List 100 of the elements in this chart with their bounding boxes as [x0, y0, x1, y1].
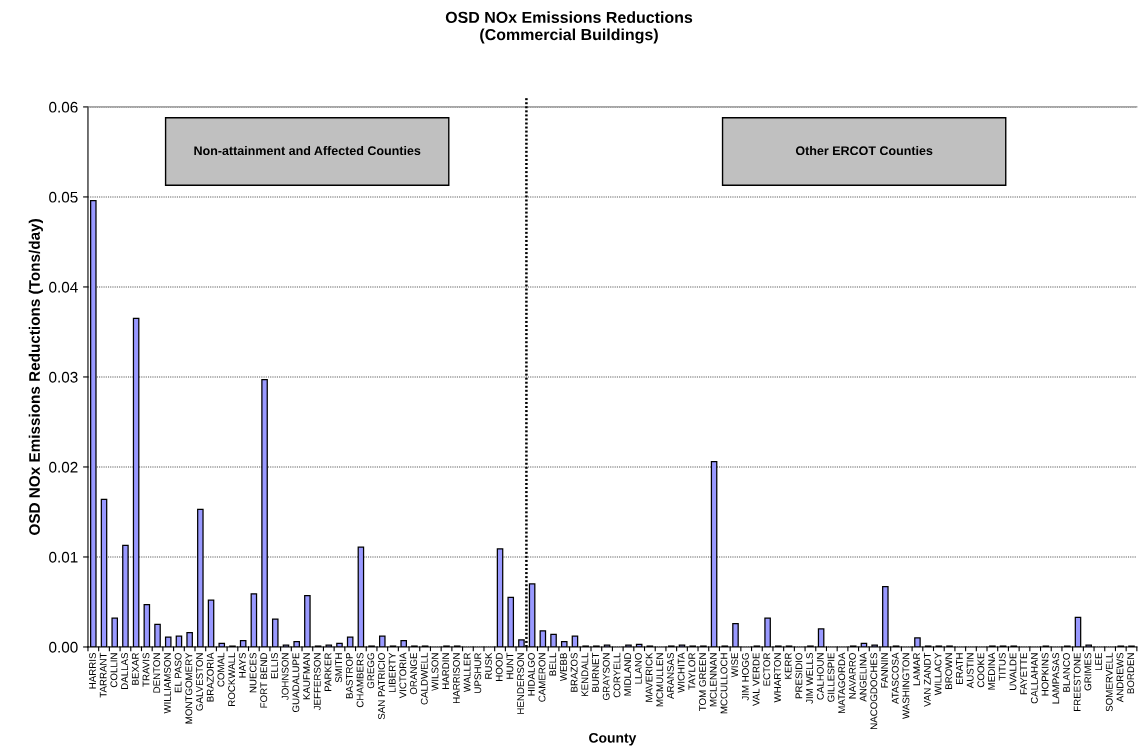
x-tick-label: WHARTON — [774, 653, 781, 703]
x-tick-label: BURNET — [592, 652, 599, 692]
x-tick-label: VICTORIA — [399, 652, 407, 699]
x-tick-label: LIBERTY — [388, 652, 396, 693]
x-tick-label: WILLACY — [934, 652, 942, 696]
x-tick-label: UVALDE — [1009, 652, 1017, 690]
x-tick-label: JEFFERSON — [313, 653, 321, 711]
x-tick-label: WILSON — [431, 653, 439, 691]
annotation: Other ERCOT Counties — [795, 145, 933, 156]
x-tick-label: MAVERICK — [645, 652, 653, 702]
x-tick-label: FANNIN — [881, 653, 888, 688]
x-tick-label: BRAZOS — [570, 652, 578, 692]
x-tick-label: KENDALL — [581, 652, 589, 697]
x-tick-label: CHAMBERS — [356, 652, 364, 708]
x-tick-label: COOKE — [977, 652, 985, 688]
x-tick-label: HIDALGO — [527, 653, 535, 696]
x-tick-label: HUNT — [506, 652, 514, 679]
x-tick-label: GRIMES — [1084, 652, 1092, 691]
x-tick-label: COLLIN — [110, 653, 118, 688]
x-tick-label: FORT BEND — [260, 653, 268, 708]
y-tick-label: 0.02 — [49, 461, 78, 473]
x-axis-title: County — [589, 732, 637, 746]
x-tick-label: TOM GREEN — [699, 653, 706, 712]
x-tick-label: JIM WELLS — [806, 652, 814, 704]
x-tick-label: ECTOR — [763, 652, 771, 686]
y-tick-label: 0.06 — [49, 101, 78, 113]
x-tick-label: ANGELINA — [859, 652, 867, 702]
x-tick-label: CALDWELL — [420, 652, 428, 705]
x-tick-label: HARRIS — [89, 652, 96, 689]
x-tick-label: TITUS — [998, 652, 1006, 681]
x-tick-label: KAUFMAN — [303, 653, 310, 700]
x-tick-label: BORDEN — [1127, 653, 1135, 694]
x-tick-label: ATASCOSA — [891, 652, 899, 705]
x-tick-label: KERR — [784, 652, 792, 679]
x-tick-label: COMAL — [217, 652, 225, 687]
x-tick-label: ARANSAS — [667, 652, 674, 699]
x-tick-label: NUECES — [249, 652, 257, 693]
y-tick-label: 0.03 — [49, 371, 78, 383]
x-tick-label: GILLESPIE — [827, 652, 835, 702]
y-tick-label: 0.04 — [49, 281, 78, 293]
x-tick-label: MCCULLOCH — [720, 653, 728, 714]
x-tick-label: HOPKINS — [1041, 652, 1049, 696]
x-tick-label: BRAZORIA — [206, 652, 214, 702]
x-tick-label: WICHITA — [677, 652, 685, 693]
x-tick-label: JOHNSON — [281, 653, 289, 700]
x-tick-label: GUADALUPE — [292, 652, 300, 713]
y-tick-label: 0.01 — [49, 551, 78, 563]
x-tick-label: GREGG — [367, 653, 375, 689]
x-tick-label: DALLAS — [121, 652, 129, 690]
x-tick-label: EL PASO — [174, 653, 182, 693]
x-tick-label: HENDERSON — [517, 653, 525, 714]
x-tick-label: GRAYSON — [602, 653, 610, 700]
x-tick-label: SOMERVELL — [1105, 652, 1113, 712]
x-tick-label: MCMULLEN — [656, 653, 664, 707]
x-tick-label: LAMPASAS — [1052, 652, 1060, 704]
x-tick-label: TARRANT — [99, 652, 107, 698]
x-tick-label: RUSK — [485, 652, 492, 679]
x-tick-label: CALHOUN — [816, 653, 824, 700]
y-tick-label: 0.00 — [49, 641, 78, 653]
x-tick-label: MATAGORDA — [838, 652, 846, 713]
x-tick-label: NAVARRO — [848, 653, 856, 699]
x-tick-label: WISE — [731, 652, 739, 678]
x-tick-label: PARKER — [324, 652, 332, 691]
x-tick-label: SMITH — [335, 653, 343, 683]
x-tick-label: ANDREWS — [1116, 652, 1124, 703]
x-tick-label: PRESIDIO — [795, 653, 803, 699]
x-tick-label: WILLIAMSON — [163, 653, 171, 714]
x-tick-label: ERATH — [956, 653, 963, 684]
x-tick-label: HAYS — [238, 652, 246, 678]
x-tick-label: BEXAR — [131, 652, 139, 685]
x-tick-label: HARRISON — [452, 653, 460, 704]
x-tick-label: ORANGE — [410, 652, 418, 695]
x-tick-label: CORYELL — [613, 652, 621, 698]
chart-title: OSD NOx Emissions Reductions (Commercial Buildings) — [445, 11, 693, 44]
x-tick-label: ROCKWALL — [228, 652, 236, 706]
x-tick-label: LEE — [1095, 652, 1102, 671]
x-tick-label: FREESTONE — [1073, 652, 1081, 711]
x-tick-label: WEBB — [560, 653, 567, 682]
x-tick-label: TAYLOR — [688, 652, 696, 690]
x-tick-label: NACOGDOCHES — [870, 652, 878, 729]
x-tick-label: TRAVIS — [142, 652, 150, 687]
x-tick-label: VAN ZANDT — [923, 652, 931, 707]
x-tick-label: UPSHUR — [474, 652, 482, 693]
x-tick-label: HOOD — [495, 653, 503, 681]
x-tick-label: MCLENNAN — [709, 653, 717, 707]
x-tick-label: SAN PATRICIO — [378, 653, 385, 720]
y-tick-label: 0.05 — [49, 191, 78, 203]
y-axis-title: OSD NOx Emissions Reductions (Tons/day) — [28, 219, 43, 535]
x-tick-label: LLANO — [634, 653, 642, 684]
x-tick-label: BROWN — [945, 653, 953, 689]
x-tick-label: WASHINGTON — [902, 653, 910, 719]
x-tick-label: CAMERON — [538, 653, 546, 702]
x-tick-label: BASTROP — [345, 653, 353, 699]
x-tick-label: ELLIS — [271, 652, 278, 679]
x-tick-label: MONTGOMERY — [185, 652, 193, 724]
x-tick-label: MIDLAND — [624, 653, 631, 696]
x-tick-label: BLANCO — [1063, 653, 1070, 692]
x-tick-label: LAMAR — [913, 652, 920, 686]
x-tick-label: JIM HOGG — [741, 653, 749, 701]
x-tick-label: FAYETTE — [1020, 652, 1027, 695]
